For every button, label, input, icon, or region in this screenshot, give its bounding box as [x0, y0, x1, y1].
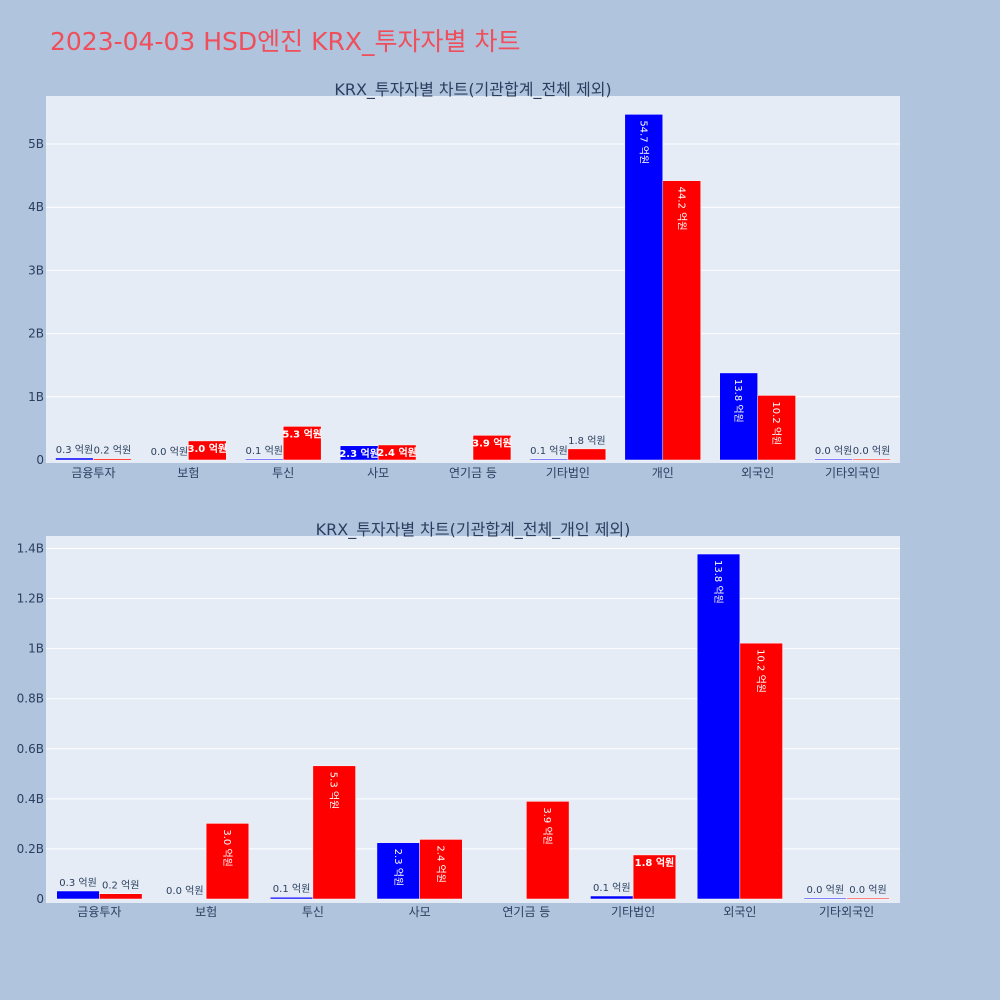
data-label: 0.1 억원 — [246, 445, 283, 457]
bar — [526, 801, 570, 900]
y-tick-label: 0 — [36, 892, 44, 906]
bar — [567, 448, 607, 461]
y-tick-label: 1B — [28, 642, 44, 656]
bar — [377, 444, 417, 461]
bar — [624, 114, 664, 461]
data-label: 3.9 억원 — [472, 436, 512, 449]
chart-2: KRX_투자자별 차트(기관합계_전체_개인 제외) 0 0.2B 0.4B 0.6B… — [17, 520, 900, 919]
bar — [245, 458, 284, 461]
x-tick-label: 기타외국인 — [819, 905, 874, 919]
bar — [846, 897, 890, 900]
bar — [852, 458, 891, 461]
data-label: 3.9 억원 — [541, 807, 553, 844]
data-label: 2.3 억원 — [339, 447, 379, 460]
bar — [803, 897, 847, 900]
bar — [188, 440, 227, 461]
data-label: 13.8 억원 — [712, 560, 724, 604]
data-label: 5.3 억원 — [282, 427, 322, 440]
data-label: 10.2 억원 — [770, 401, 782, 445]
chart-1-title: KRX_투자자별 차트(기관합계_전체 제외) — [334, 80, 611, 100]
data-label: 13.8 억원 — [732, 379, 744, 423]
x-tick-label: 연기금 등 — [502, 905, 550, 919]
y-tick-label: 3B — [28, 263, 44, 277]
x-tick-label: 연기금 등 — [449, 466, 497, 480]
y-tick-label: 4B — [28, 200, 44, 214]
data-label: 0.0 억원 — [849, 884, 886, 896]
x-tick-label: 기타법인 — [611, 905, 655, 919]
data-label: 0.0 억원 — [151, 446, 188, 458]
y-tick-label: 1.4B — [17, 542, 44, 556]
bar — [757, 395, 796, 461]
bar — [739, 642, 783, 900]
x-tick-label: 보험 — [195, 905, 217, 919]
bar — [93, 458, 132, 461]
bar — [662, 180, 701, 461]
bar — [312, 765, 356, 900]
x-tick-label: 외국인 — [741, 466, 774, 480]
bar — [632, 854, 677, 900]
data-label: 1.8 억원 — [635, 856, 675, 869]
bar — [529, 458, 569, 461]
bar — [814, 458, 853, 461]
bar — [282, 426, 322, 461]
bar — [472, 435, 512, 461]
data-label: 0.2 억원 — [94, 445, 131, 457]
data-label: 10.2 억원 — [755, 649, 767, 693]
y-tick-label: 0 — [36, 453, 44, 467]
x-tick-label: 기타법인 — [546, 466, 590, 480]
x-tick-label: 외국인 — [723, 905, 756, 919]
bar — [696, 553, 741, 900]
data-label: 2.4 억원 — [377, 446, 417, 459]
data-label: 0.3 억원 — [59, 877, 96, 889]
bar — [419, 839, 463, 900]
x-tick-label: 기타외국인 — [825, 466, 880, 480]
y-tick-label: 0.2B — [17, 842, 44, 856]
y-tick-label: 0.6B — [17, 742, 44, 756]
chart-1: KRX_투자자별 차트(기관합계_전체 제외) 0 1B 2B 3B 4B 5B 금융투자 0… — [28, 80, 900, 480]
data-label: 44.2 억원 — [675, 187, 687, 231]
x-tick-label: 보험 — [177, 466, 199, 480]
data-label: 5.3 억원 — [328, 772, 340, 809]
chart-2-title: KRX_투자자별 차트(기관합계_전체_개인 제외) — [316, 520, 631, 540]
data-label: 0.0 억원 — [853, 445, 890, 457]
data-label: 1.8 억원 — [568, 435, 605, 447]
x-tick-label: 사모 — [367, 466, 389, 480]
y-tick-label: 5B — [28, 137, 44, 151]
data-label: 0.3 억원 — [56, 444, 93, 456]
data-label: 0.2 억원 — [102, 880, 139, 892]
x-tick-label: 사모 — [409, 905, 431, 919]
data-label: 0.0 억원 — [815, 445, 852, 457]
data-label: 2.4 억원 — [434, 845, 446, 882]
data-label: 2.3 억원 — [392, 849, 404, 886]
x-tick-label: 금융투자 — [71, 466, 115, 480]
bar — [376, 842, 420, 900]
y-tick-label: 0.4B — [17, 792, 44, 806]
x-tick-label: 투신 — [272, 466, 294, 480]
bar — [56, 890, 100, 900]
y-tick-label: 0.8B — [17, 692, 44, 706]
y-tick-label: 1B — [28, 390, 44, 404]
data-label: 3.0 억원 — [188, 442, 228, 455]
data-label: 54.7 억원 — [637, 120, 649, 164]
data-label: 0.1 억원 — [593, 882, 630, 894]
y-tick-label: 1.2B — [17, 592, 44, 606]
y-tick-label: 2B — [28, 327, 44, 341]
data-label: 0.0 억원 — [807, 884, 844, 896]
data-label: 3.0 억원 — [221, 829, 233, 866]
bar — [205, 823, 250, 900]
data-label: 0.0 억원 — [166, 885, 203, 897]
x-tick-label: 투신 — [302, 905, 324, 919]
bar — [99, 893, 143, 900]
bar — [269, 896, 314, 900]
page-title: 2023-04-03 HSD엔진 KRX_투자자별 차트 — [50, 27, 521, 56]
x-tick-label: 개인 — [652, 466, 674, 480]
data-label: 0.1 억원 — [273, 883, 310, 895]
x-tick-label: 금융투자 — [77, 905, 121, 919]
bar — [590, 895, 634, 900]
data-label: 0.1 억원 — [530, 445, 567, 457]
bar — [55, 457, 94, 461]
